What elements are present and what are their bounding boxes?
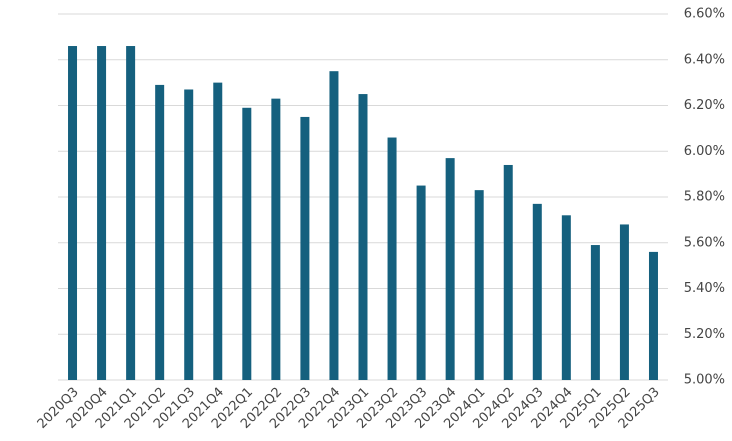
bar [503, 164, 513, 380]
bar [619, 224, 629, 380]
bar [532, 203, 542, 380]
bar [184, 89, 194, 381]
bar [590, 245, 600, 380]
bar [329, 71, 339, 380]
bar [97, 46, 107, 381]
bar [155, 84, 165, 380]
y-tick-label: 6.20% [684, 98, 725, 113]
y-tick-label: 5.40% [684, 281, 725, 296]
bar [648, 251, 658, 380]
y-tick-label: 5.20% [684, 327, 725, 342]
bar [445, 158, 455, 380]
y-tick-label: 6.40% [684, 52, 725, 67]
y-tick-label: 5.00% [684, 373, 725, 388]
bar [474, 190, 484, 380]
bar [358, 94, 368, 380]
y-tick-label: 6.00% [684, 144, 725, 159]
bar [561, 215, 571, 380]
bar [271, 98, 281, 380]
bar [126, 46, 136, 381]
y-tick-label: 6.60% [684, 7, 725, 22]
bar [68, 46, 78, 381]
y-tick-label: 5.80% [684, 190, 725, 205]
bar [300, 116, 310, 380]
y-tick-label: 5.60% [684, 235, 725, 250]
bar [213, 82, 223, 380]
bar [387, 137, 397, 380]
bar [416, 185, 426, 380]
bar [242, 107, 252, 380]
